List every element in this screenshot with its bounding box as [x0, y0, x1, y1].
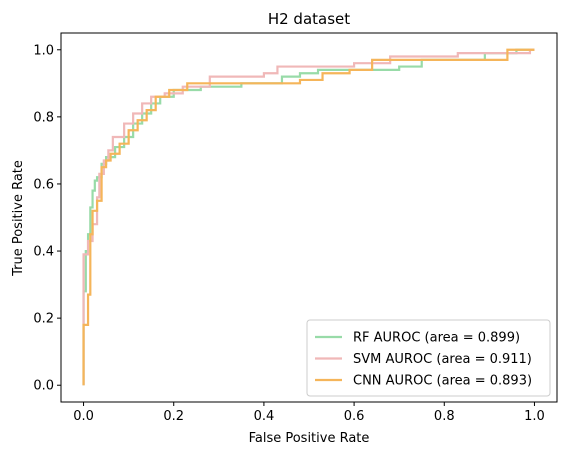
series-line-3	[82, 48, 535, 386]
y-tick-label: 0.2	[33, 312, 54, 327]
legend: RF AUROC (area = 0.899) SVM AUROC (area =…	[306, 319, 551, 397]
legend-label-3: CNN AUROC (area = 0.893)	[353, 374, 532, 389]
x-tick-label: 1.0	[524, 409, 545, 424]
legend-label-1: RF AUROC (area = 0.899)	[353, 331, 520, 346]
series-line-2	[82, 48, 535, 386]
y-tick-label: 0.0	[33, 379, 54, 394]
x-tick-label: 0.0	[73, 409, 94, 424]
y-tick-label: 0.4	[33, 245, 54, 260]
x-axis-label: False Positive Rate	[249, 431, 370, 446]
plot-frame	[60, 32, 558, 403]
y-axis: 0.0 0.2 0.4 0.6 0.8 1.0	[33, 43, 61, 394]
x-tick-label: 0.2	[163, 409, 184, 424]
series-layer	[82, 48, 535, 386]
y-tick-label: 0.6	[33, 177, 54, 192]
y-axis-label: True Positive Rate	[11, 160, 26, 277]
y-tick-label: 0.8	[33, 110, 54, 125]
x-axis: 0.0 0.2 0.4 0.6 0.8 1.0	[73, 402, 545, 424]
x-tick-label: 0.4	[254, 409, 275, 424]
y-tick-label: 1.0	[33, 43, 54, 58]
legend-label-2: SVM AUROC (area = 0.911)	[353, 352, 532, 367]
x-tick-label: 0.8	[434, 409, 455, 424]
x-tick-label: 0.6	[344, 409, 365, 424]
chart-title: H2 dataset	[268, 10, 350, 28]
legend-box	[306, 319, 551, 397]
